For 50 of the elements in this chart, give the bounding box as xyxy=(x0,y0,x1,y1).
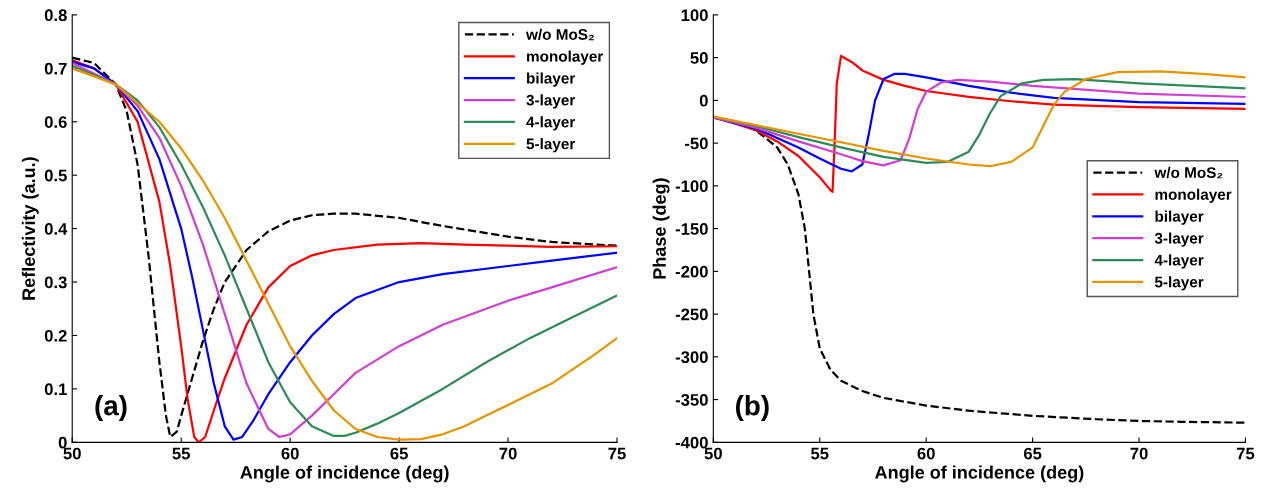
x-tick-label: 75 xyxy=(1236,447,1255,460)
y-tick-label: 0.1 xyxy=(44,383,67,396)
x-tick-label: 50 xyxy=(63,447,81,460)
annotation: (a) xyxy=(95,395,127,421)
legend-label: 3-layer xyxy=(1154,232,1204,247)
x-axis-title: Angle of incidence (deg) xyxy=(875,465,1084,483)
y-tick-label: -100 xyxy=(675,180,708,193)
legend-label: bilayer xyxy=(1155,210,1204,225)
x-tick-label: 60 xyxy=(281,447,299,460)
y-tick-label: 0.5 xyxy=(44,169,67,182)
x-tick-label: 55 xyxy=(172,447,190,460)
y-tick-label: -50 xyxy=(685,137,708,150)
y-axis-title: Reflectivity (a.u.) xyxy=(21,157,39,300)
annotation: (b) xyxy=(735,395,769,421)
legend-label: 5-layer xyxy=(526,138,576,153)
legend-label: monolayer xyxy=(527,50,604,65)
y-tick-label: -350 xyxy=(675,393,708,406)
x-tick-label: 75 xyxy=(608,447,626,460)
y-tick-label: -400 xyxy=(675,436,708,449)
legend-label: w/o MoS₂ xyxy=(1154,166,1223,179)
x-tick-label: 65 xyxy=(390,447,408,460)
y-tick-label: 0.6 xyxy=(44,116,67,128)
y-tick-label: -200 xyxy=(675,265,708,278)
y-tick-label: -150 xyxy=(675,223,708,235)
y-tick-label: 0 xyxy=(58,436,67,449)
x-tick-label: 70 xyxy=(499,447,517,460)
y-tick-label: -300 xyxy=(675,351,708,364)
x-tick-label: 55 xyxy=(810,447,829,460)
y-tick-label: 50 xyxy=(690,52,708,64)
legend-label: w/o MoS₂ xyxy=(525,28,594,41)
y-tick-label: 0.4 xyxy=(44,223,68,235)
x-tick-label: 50 xyxy=(704,447,722,460)
y-tick-label: 0.2 xyxy=(44,329,67,342)
legend-label: 4-layer xyxy=(526,116,576,131)
legend-label: 4-layer xyxy=(1154,254,1204,269)
legend-label: 3-layer xyxy=(526,94,576,109)
legend-label: bilayer xyxy=(527,72,576,87)
x-tick-label: 60 xyxy=(917,447,935,460)
y-axis-title: Phase (deg) xyxy=(652,178,670,279)
legend-label: 5-layer xyxy=(1154,276,1204,291)
y-tick-label: 0 xyxy=(699,94,708,107)
y-tick-label: 0.3 xyxy=(44,276,67,289)
legend-label: monolayer xyxy=(1155,188,1232,203)
x-tick-label: 65 xyxy=(1023,447,1042,460)
y-tick-label: 0.7 xyxy=(44,62,67,75)
x-axis-title: Angle of incidence (deg) xyxy=(240,465,449,483)
x-tick-label: 70 xyxy=(1130,447,1148,460)
y-tick-label: 0.8 xyxy=(44,9,67,22)
y-tick-label: -250 xyxy=(675,308,708,321)
y-tick-label: 100 xyxy=(681,9,708,22)
